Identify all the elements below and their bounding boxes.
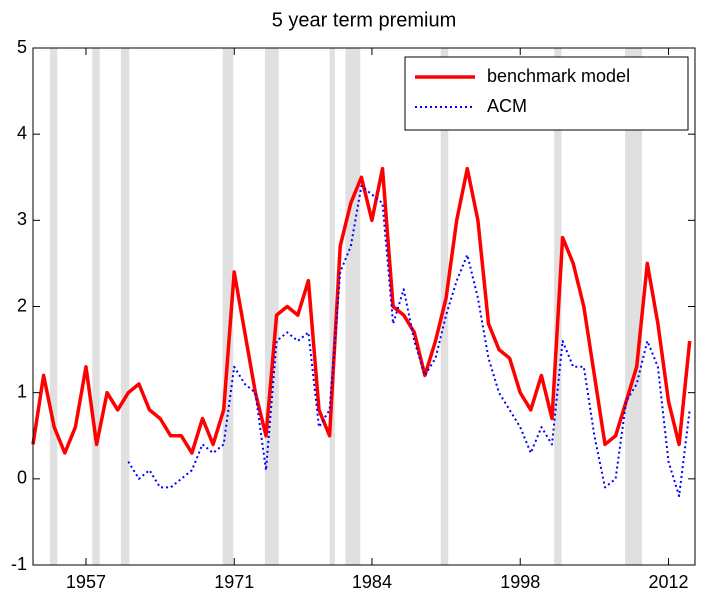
recession-band (120, 48, 130, 565)
y-tick-label: 5 (17, 37, 27, 57)
recession-band (49, 48, 58, 565)
recession-band (222, 48, 234, 565)
y-tick-label: 2 (17, 295, 27, 315)
legend-box (404, 56, 689, 131)
x-tick-label: 1984 (352, 572, 392, 592)
recession-band (264, 48, 279, 565)
recession-band (329, 48, 335, 565)
x-tick-label: 1971 (214, 572, 254, 592)
recession-band (345, 48, 361, 565)
x-tick-label: 2012 (648, 572, 688, 592)
x-tick-label: 1998 (500, 572, 540, 592)
chart-title: 5 year term premium (272, 9, 457, 31)
recession-band (92, 48, 100, 565)
series-line (31, 166, 692, 455)
recession-band (625, 48, 643, 565)
legend-label: ACM (487, 96, 527, 116)
y-tick-label: 3 (17, 209, 27, 229)
y-tick-label: -1 (11, 554, 27, 574)
y-tick-label: 0 (17, 468, 27, 488)
series-line (127, 184, 691, 498)
legend-label: benchmark model (487, 66, 630, 86)
x-tick-label: 1957 (66, 572, 106, 592)
y-tick-label: 1 (17, 381, 27, 401)
y-tick-label: 4 (17, 123, 27, 143)
